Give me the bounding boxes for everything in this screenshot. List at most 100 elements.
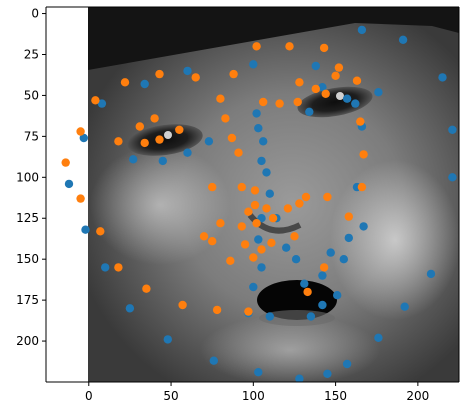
scatter-point-series-1-1 [64,179,74,189]
scatter-point-series-1-32 [318,300,327,310]
nose-shadow [247,213,302,234]
scatter-point-series-2-61 [356,117,365,126]
scatter-point-series-1-5 [101,263,110,272]
scatter-point-series-1-48 [295,374,304,382]
scatter-point-series-2-48 [293,97,302,107]
scatter-point-series-1-44 [318,83,327,92]
scatter-point-series-2-33 [244,307,253,316]
scatter-point-series-2-53 [311,84,320,94]
scatter-point-series-2-57 [323,192,332,202]
scatter-point-series-1-22 [254,235,263,244]
scatter-point-series-1-43 [311,61,320,71]
x-tick-label: 100 [242,389,265,403]
axes-frame [45,6,460,383]
scatter-point-series-2-5 [96,227,105,236]
scatter-point-series-2-13 [155,135,164,144]
scatter-point-series-2-42 [267,238,276,247]
y-tick-label: 125 [16,211,39,225]
scatter-point-series-2-2 [76,127,85,136]
y-tick-label: 200 [16,334,39,348]
scatter-point-series-2-30 [237,182,246,192]
scatter-point-series-1-39 [359,222,368,231]
scatter-point-series-1-37 [344,233,353,243]
y-tick-label: 50 [24,88,39,102]
scatter-point-series-2-26 [227,133,237,143]
scatter-point-series-1-58 [448,125,457,134]
left-eye-highlight [164,131,172,139]
y-tick-label: 100 [16,170,39,184]
y-tick-label: 175 [16,293,39,307]
scatter-point-series-1-41 [351,99,360,108]
scatter-point-series-2-35 [250,186,260,195]
right-cheek-highlight [330,160,459,320]
scatter-point-series-2-46 [285,42,294,51]
scatter-point-series-2-37 [252,219,261,228]
scatter-point-series-2-51 [301,192,311,202]
scatter-point-series-2-15 [175,125,184,134]
scatter-point-series-2-21 [212,305,222,315]
scatter-point-series-1-45 [305,107,314,117]
scatter-point-series-2-10 [142,284,151,293]
y-tick-label: 25 [24,47,39,61]
scatter-point-series-2-24 [221,114,230,123]
left-cheek-highlight [90,145,230,265]
scatter-point-series-2-54 [319,43,329,53]
scatter-point-series-1-13 [204,137,214,146]
scatter-point-series-2-23 [216,94,225,103]
scatter-point-series-1-59 [448,173,457,182]
scatter-point-series-1-55 [400,302,409,311]
scatter-point-series-1-56 [426,269,436,279]
scatter-point-series-2-27 [229,69,238,79]
scatter-point-series-2-58 [334,63,344,72]
background-face-image [88,7,459,382]
scatter-point-series-1-14 [209,356,218,365]
scatter-point-series-2-1 [61,158,70,167]
scatter-point-series-1-30 [300,279,309,288]
scatter-point-series-1-29 [291,255,301,264]
x-tick-label: 0 [85,389,93,403]
scatter-point-series-1-34 [326,248,335,257]
scatter-point-series-2-29 [237,222,246,231]
scatter-point-series-2-17 [191,73,200,82]
scatter-point-series-2-20 [208,237,217,246]
y-tick-label: 150 [16,252,39,266]
y-tick-label: 0 [31,7,39,21]
scatter-point-series-1-47 [254,368,263,377]
scatter-point-series-2-28 [234,148,243,157]
scatter-point-series-2-22 [216,219,225,228]
scatter-point-series-1-31 [306,312,316,321]
scatter-point-series-1-20 [265,189,274,198]
scatter-point-series-1-52 [374,88,383,97]
mouth [257,280,337,320]
scatter-point-series-1-6 [125,304,135,313]
scatter-point-series-2-18 [199,232,209,241]
scatter-point-series-2-64 [331,71,340,81]
scatter-point-series-2-31 [240,240,250,249]
x-axis-ticks: 0 50 100 150 200 [85,382,429,403]
scatter-point-series-1-9 [158,156,167,166]
scatter-points [61,25,457,382]
scatter-point-series-1-54 [398,35,408,44]
scatter-point-series-1-51 [357,25,367,35]
scatter-point-series-2-7 [114,137,123,146]
scatter-point-series-2-19 [208,182,217,192]
scatter-point-series-2-12 [150,114,159,123]
scatter-point-series-2-44 [275,99,284,108]
scatter-point-series-1-57 [438,73,447,82]
scatter-point-series-1-53 [374,333,383,342]
scatter-point-series-2-52 [303,287,312,297]
scatter-point-series-2-3 [76,194,85,203]
scatter-point-series-2-63 [359,150,368,159]
scatter-point-series-1-2 [79,133,89,143]
scatter-point-series-1-50 [342,359,352,369]
scatter-point-series-2-43 [268,214,278,223]
scatter-point-series-2-47 [290,232,299,241]
right-eye-highlight [336,92,344,100]
x-tick-label: 200 [406,389,429,403]
scatter-point-series-2-25 [226,256,235,265]
scatter-point-series-1-28 [282,243,291,252]
scatter-point-series-1-8 [140,79,149,89]
scatter-point-series-2-8 [120,78,130,87]
scatter-point-series-2-32 [244,207,253,216]
